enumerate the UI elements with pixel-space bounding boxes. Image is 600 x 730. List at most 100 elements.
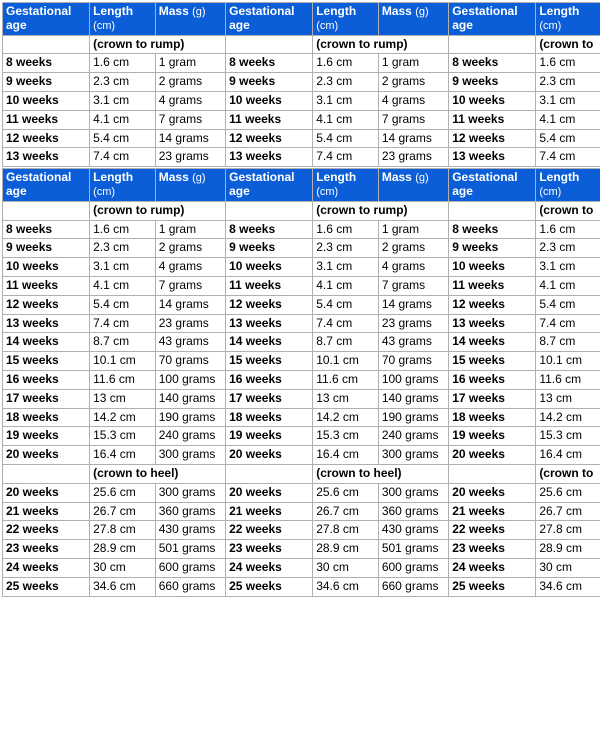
cell-gestational-age: 20 weeks [449, 483, 536, 502]
header-gestational-age: Gestational age [449, 3, 536, 36]
cell-mass: 2 grams [378, 73, 448, 92]
cell-length: 25.6 cm [313, 483, 379, 502]
cell-gestational-age: 23 weeks [449, 540, 536, 559]
cell-length: 8.7 cm [90, 333, 156, 352]
section-blank [226, 35, 313, 54]
cell-gestational-age: 24 weeks [226, 558, 313, 577]
cell-length: 10.1 cm [313, 352, 379, 371]
cell-mass: 600 grams [155, 558, 225, 577]
table-row: 24 weeks30 cm600 grams24 weeks30 cm600 g… [3, 558, 600, 577]
section-blank [449, 464, 536, 483]
table-row: 10 weeks3.1 cm4 grams10 weeks3.1 cm4 gra… [3, 91, 600, 110]
cell-mass: 190 grams [378, 408, 448, 427]
section-blank [226, 201, 313, 220]
cell-gestational-age: 11 weeks [449, 276, 536, 295]
cell-gestational-age: 21 weeks [449, 502, 536, 521]
cell-gestational-age: 11 weeks [3, 110, 90, 129]
table-row: 9 weeks2.3 cm2 grams9 weeks2.3 cm2 grams… [3, 239, 600, 258]
cell-length: 5.4 cm [313, 129, 379, 148]
cell-mass: 43 grams [155, 333, 225, 352]
cell-length: 28.9 cm [90, 540, 156, 559]
cell-length: 2.3 cm [90, 239, 156, 258]
cell-length: 3.1 cm [313, 91, 379, 110]
cell-length: 34.6 cm [90, 577, 156, 596]
cell-gestational-age: 10 weeks [449, 258, 536, 277]
cell-mass: 140 grams [378, 389, 448, 408]
cell-length: 4.1 cm [90, 276, 156, 295]
cell-gestational-age: 9 weeks [449, 73, 536, 92]
cell-gestational-age: 12 weeks [449, 129, 536, 148]
cell-gestational-age: 8 weeks [226, 220, 313, 239]
cell-gestational-age: 18 weeks [226, 408, 313, 427]
cell-gestational-age: 11 weeks [3, 276, 90, 295]
header-gestational-age: Gestational age [3, 169, 90, 202]
section-label: (crown to rump) [90, 201, 226, 220]
cell-gestational-age: 13 weeks [226, 314, 313, 333]
header-gestational-age: Gestational age [3, 3, 90, 36]
cell-gestational-age: 20 weeks [226, 483, 313, 502]
cell-gestational-age: 10 weeks [226, 91, 313, 110]
cell-gestational-age: 24 weeks [449, 558, 536, 577]
cell-gestational-age: 14 weeks [449, 333, 536, 352]
cell-gestational-age: 17 weeks [226, 389, 313, 408]
cell-mass: 100 grams [378, 370, 448, 389]
cell-length: 8.7 cm [536, 333, 600, 352]
cell-gestational-age: 8 weeks [449, 220, 536, 239]
header-mass: Mass (g) [155, 169, 225, 202]
table-row: 11 weeks4.1 cm7 grams11 weeks4.1 cm7 gra… [3, 276, 600, 295]
cell-length: 2.3 cm [536, 239, 600, 258]
cell-mass: 2 grams [155, 239, 225, 258]
header-gestational-age: Gestational age [226, 169, 313, 202]
cell-mass: 2 grams [378, 239, 448, 258]
cell-length: 3.1 cm [90, 91, 156, 110]
cell-length: 15.3 cm [313, 427, 379, 446]
header-gestational-age: Gestational age [226, 3, 313, 36]
header-length: Length(cm) [536, 169, 600, 202]
cell-mass: 43 grams [378, 333, 448, 352]
cell-gestational-age: 23 weeks [226, 540, 313, 559]
cell-mass: 14 grams [378, 129, 448, 148]
cell-mass: 660 grams [155, 577, 225, 596]
cell-length: 25.6 cm [536, 483, 600, 502]
cell-length: 14.2 cm [313, 408, 379, 427]
cell-gestational-age: 15 weeks [3, 352, 90, 371]
cell-gestational-age: 20 weeks [3, 446, 90, 465]
cell-gestational-age: 12 weeks [3, 295, 90, 314]
table-row: 22 weeks27.8 cm430 grams22 weeks27.8 cm4… [3, 521, 600, 540]
cell-gestational-age: 14 weeks [226, 333, 313, 352]
cell-gestational-age: 16 weeks [449, 370, 536, 389]
cell-mass: 600 grams [378, 558, 448, 577]
cell-length: 4.1 cm [536, 276, 600, 295]
cell-mass: 7 grams [378, 110, 448, 129]
cell-gestational-age: 22 weeks [449, 521, 536, 540]
cell-length: 8.7 cm [313, 333, 379, 352]
cell-mass: 23 grams [155, 148, 225, 167]
cell-length: 11.6 cm [90, 370, 156, 389]
cell-length: 7.4 cm [536, 314, 600, 333]
cell-length: 26.7 cm [90, 502, 156, 521]
table-row: 11 weeks4.1 cm7 grams11 weeks4.1 cm7 gra… [3, 110, 600, 129]
cell-mass: 23 grams [378, 148, 448, 167]
cell-mass: 240 grams [155, 427, 225, 446]
cell-mass: 501 grams [155, 540, 225, 559]
cell-gestational-age: 15 weeks [449, 352, 536, 371]
cell-length: 11.6 cm [313, 370, 379, 389]
cell-length: 2.3 cm [313, 73, 379, 92]
header-gestational-age: Gestational age [449, 169, 536, 202]
section-label-cut: (crown to [536, 35, 600, 54]
cell-mass: 23 grams [378, 314, 448, 333]
table-row: 13 weeks7.4 cm23 grams13 weeks7.4 cm23 g… [3, 148, 600, 167]
cell-mass: 1 gram [155, 54, 225, 73]
table-row: 10 weeks3.1 cm4 grams10 weeks3.1 cm4 gra… [3, 258, 600, 277]
cell-length: 4.1 cm [313, 110, 379, 129]
cell-gestational-age: 11 weeks [226, 110, 313, 129]
cell-length: 4.1 cm [313, 276, 379, 295]
cell-length: 34.6 cm [536, 577, 600, 596]
cell-gestational-age: 13 weeks [226, 148, 313, 167]
header-length: Length(cm) [313, 169, 379, 202]
cell-mass: 300 grams [378, 483, 448, 502]
cell-length: 1.6 cm [536, 54, 600, 73]
growth-table-2: Gestational ageLength(cm)Mass (g)Gestati… [2, 168, 600, 596]
cell-length: 34.6 cm [313, 577, 379, 596]
cell-gestational-age: 8 weeks [226, 54, 313, 73]
